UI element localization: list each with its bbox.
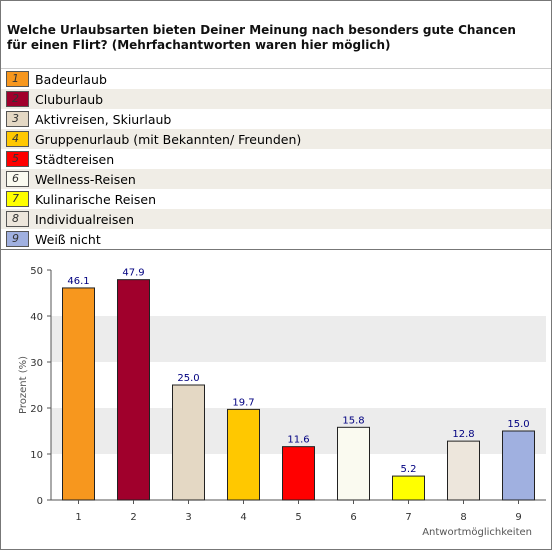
x-tick-label: 3 bbox=[185, 512, 191, 523]
legend: 1 Badeurlaub 2 Cluburlaub 3 Aktivreisen, Skiu… bbox=[1, 68, 551, 249]
legend-label: Wellness-Reisen bbox=[35, 171, 136, 187]
legend-label: Badeurlaub bbox=[35, 71, 107, 87]
y-tick-label: 40 bbox=[30, 312, 43, 323]
bar bbox=[282, 446, 315, 501]
legend-swatch: 1 bbox=[6, 71, 29, 87]
bar-value-label: 25.0 bbox=[177, 373, 199, 384]
legend-item: 3 Aktivreisen, Skiurlaub bbox=[1, 109, 551, 129]
bar bbox=[117, 279, 150, 501]
x-tick-label: 1 bbox=[75, 512, 81, 523]
legend-item: 4 Gruppenurlaub (mit Bekannten/ Freunden) bbox=[1, 129, 551, 149]
legend-item: 8 Individualreisen bbox=[1, 209, 551, 229]
legend-label: Cluburlaub bbox=[35, 91, 104, 107]
legend-swatch: 2 bbox=[6, 91, 29, 107]
legend-swatch: 6 bbox=[6, 171, 29, 187]
x-tick-label: 7 bbox=[405, 512, 411, 523]
legend-swatch: 8 bbox=[6, 211, 29, 227]
legend-swatch: 4 bbox=[6, 131, 29, 147]
bar-value-label: 46.1 bbox=[67, 276, 89, 287]
bar bbox=[502, 430, 535, 501]
y-tick-label: 50 bbox=[30, 266, 43, 277]
x-tick-label: 4 bbox=[240, 512, 246, 523]
legend-swatch: 5 bbox=[6, 151, 29, 167]
divider bbox=[1, 249, 551, 250]
bar-value-label: 19.7 bbox=[232, 397, 254, 408]
x-tick-label: 8 bbox=[460, 512, 466, 523]
legend-label: Gruppenurlaub (mit Bekannten/ Freunden) bbox=[35, 131, 302, 147]
legend-item: 1 Badeurlaub bbox=[1, 69, 551, 89]
legend-item: 2 Cluburlaub bbox=[1, 89, 551, 109]
bar-value-label: 12.8 bbox=[452, 429, 474, 440]
legend-label: Aktivreisen, Skiurlaub bbox=[35, 111, 172, 127]
legend-label: Individualreisen bbox=[35, 211, 135, 227]
bar-chart: 0 10 20 30 40 50 Prozent (%) 46.1 1 47.9 2 25.0 3 19.… bbox=[18, 266, 546, 538]
bar bbox=[62, 287, 95, 501]
question-title: Welche Urlaubsarten bieten Deiner Meinun… bbox=[7, 23, 516, 52]
bar bbox=[447, 440, 480, 501]
x-tick-label: 2 bbox=[130, 512, 136, 523]
x-tick-label: 6 bbox=[350, 512, 356, 523]
x-axis-label: Antwortmöglichkeiten bbox=[422, 527, 532, 538]
legend-swatch: 7 bbox=[6, 191, 29, 207]
legend-swatch: 9 bbox=[6, 231, 29, 247]
bar bbox=[227, 408, 260, 501]
bar-value-label: 15.8 bbox=[342, 415, 364, 426]
legend-label: Städtereisen bbox=[35, 151, 115, 167]
legend-swatch: 3 bbox=[6, 111, 29, 127]
legend-item: 9 Weiß nicht bbox=[1, 229, 551, 249]
bar bbox=[337, 426, 370, 501]
legend-label: Kulinarische Reisen bbox=[35, 191, 157, 207]
x-tick-label: 5 bbox=[295, 512, 301, 523]
bar bbox=[392, 475, 425, 501]
x-tick-label: 9 bbox=[515, 512, 521, 523]
y-tick-label: 30 bbox=[30, 358, 43, 369]
legend-item: 6 Wellness-Reisen bbox=[1, 169, 551, 189]
bar-value-label: 47.9 bbox=[122, 268, 144, 279]
y-axis-label: Prozent (%) bbox=[18, 356, 29, 414]
bar-value-label: 11.6 bbox=[287, 435, 309, 446]
legend-item: 7 Kulinarische Reisen bbox=[1, 189, 551, 209]
bar bbox=[172, 384, 205, 501]
y-tick-label: 20 bbox=[30, 404, 43, 415]
legend-label: Weiß nicht bbox=[35, 231, 101, 247]
bar-value-label: 15.0 bbox=[507, 419, 529, 430]
y-tick-label: 0 bbox=[37, 496, 43, 507]
bar-value-label: 5.2 bbox=[401, 464, 417, 475]
legend-item: 5 Städtereisen bbox=[1, 149, 551, 169]
y-tick-label: 10 bbox=[30, 450, 43, 461]
